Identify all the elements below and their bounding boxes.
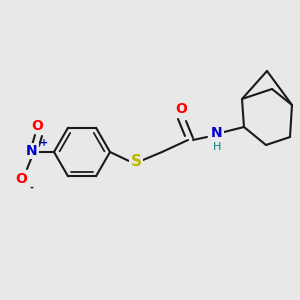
Text: H: H [213, 142, 221, 152]
Text: O: O [15, 172, 27, 186]
Text: O: O [175, 102, 187, 116]
Text: O: O [31, 119, 43, 133]
Text: -: - [29, 183, 33, 193]
Text: N: N [26, 144, 38, 158]
Text: S: S [130, 154, 142, 169]
Text: +: + [40, 138, 48, 148]
Text: N: N [211, 126, 223, 140]
